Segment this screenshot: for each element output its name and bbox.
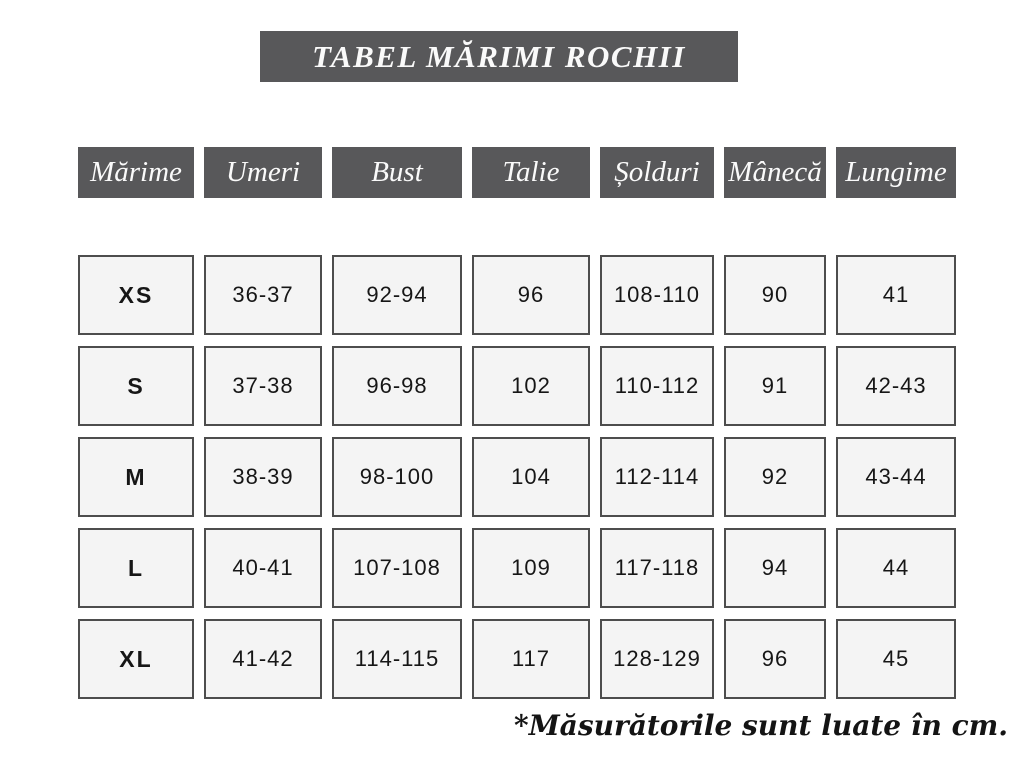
- value-cell: 90: [724, 255, 826, 335]
- value-cell: 104: [472, 437, 590, 517]
- value-cell: 37-38: [204, 346, 322, 426]
- table-header-row: Mărime Umeri Bust Talie Șolduri Mânecă L…: [78, 147, 958, 198]
- value-cell: 45: [836, 619, 956, 699]
- value-cell: 94: [724, 528, 826, 608]
- header-cell-lungime: Lungime: [836, 147, 956, 198]
- value-cell: 91: [724, 346, 826, 426]
- value-cell: 41-42: [204, 619, 322, 699]
- value-cell: 96: [724, 619, 826, 699]
- value-cell: 92-94: [332, 255, 462, 335]
- size-cell: M: [78, 437, 194, 517]
- header-cell-umeri: Umeri: [204, 147, 322, 198]
- table-body: XS 36-37 92-94 96 108-110 90 41 S 37-38 …: [78, 255, 958, 699]
- header-cell-bust: Bust: [332, 147, 462, 198]
- header-cell-talie: Talie: [472, 147, 590, 198]
- measurement-unit-note: *Măsurătorile sunt luate în cm.: [514, 709, 1008, 742]
- value-cell: 43-44: [836, 437, 956, 517]
- size-cell: XS: [78, 255, 194, 335]
- value-cell: 114-115: [332, 619, 462, 699]
- value-cell: 98-100: [332, 437, 462, 517]
- value-cell: 108-110: [600, 255, 714, 335]
- size-table: Mărime Umeri Bust Talie Șolduri Mânecă L…: [78, 147, 958, 699]
- value-cell: 36-37: [204, 255, 322, 335]
- value-cell: 102: [472, 346, 590, 426]
- value-cell: 112-114: [600, 437, 714, 517]
- header-cell-maneca: Mânecă: [724, 147, 826, 198]
- value-cell: 41: [836, 255, 956, 335]
- table-title-banner: TABEL MĂRIMI ROCHII: [260, 31, 738, 82]
- value-cell: 42-43: [836, 346, 956, 426]
- value-cell: 117-118: [600, 528, 714, 608]
- value-cell: 117: [472, 619, 590, 699]
- value-cell: 107-108: [332, 528, 462, 608]
- value-cell: 128-129: [600, 619, 714, 699]
- size-cell: L: [78, 528, 194, 608]
- value-cell: 40-41: [204, 528, 322, 608]
- value-cell: 110-112: [600, 346, 714, 426]
- value-cell: 44: [836, 528, 956, 608]
- value-cell: 109: [472, 528, 590, 608]
- value-cell: 96: [472, 255, 590, 335]
- header-cell-marime: Mărime: [78, 147, 194, 198]
- value-cell: 38-39: [204, 437, 322, 517]
- size-cell: S: [78, 346, 194, 426]
- value-cell: 92: [724, 437, 826, 517]
- page-title: TABEL MĂRIMI ROCHII: [312, 38, 686, 74]
- size-cell: XL: [78, 619, 194, 699]
- header-cell-solduri: Șolduri: [600, 147, 714, 198]
- value-cell: 96-98: [332, 346, 462, 426]
